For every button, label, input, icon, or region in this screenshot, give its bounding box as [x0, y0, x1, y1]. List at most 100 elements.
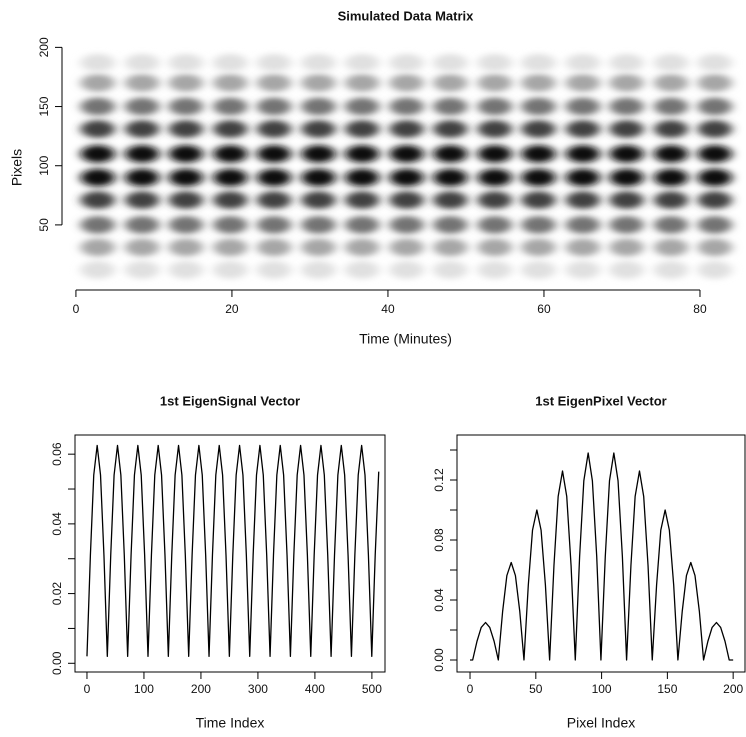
heat-cell: [389, 168, 424, 187]
heat-cell: [697, 216, 732, 234]
heat-cell: [433, 168, 468, 187]
y-tick-label: 0.12: [432, 468, 446, 492]
x-tick-label: 0: [73, 302, 80, 316]
heat-cell: [521, 238, 556, 257]
heat-cell: [125, 53, 160, 72]
x-tick-label: 50: [529, 682, 543, 696]
heat-cell: [345, 120, 380, 138]
heat-cell: [521, 191, 556, 209]
heat-cell: [653, 120, 689, 138]
x-tick-label: 0: [467, 682, 474, 696]
heat-cell: [80, 120, 115, 138]
y-tick-label: 150: [37, 96, 51, 116]
heat-cell: [389, 261, 424, 279]
heat-cell: [168, 168, 204, 187]
heat-cell: [389, 145, 424, 163]
heat-cell: [609, 216, 644, 234]
heat-cell: [80, 145, 115, 163]
heat-cell: [345, 238, 380, 257]
heat-cell: [256, 168, 292, 187]
heat-cell: [653, 191, 689, 209]
x-tick-label: 200: [723, 682, 743, 696]
heat-cell: [256, 97, 292, 116]
heat-cell: [653, 53, 689, 72]
heat-cell: [609, 168, 644, 187]
heat-cell: [389, 191, 424, 209]
heat-cell: [301, 238, 336, 257]
heat-cell: [301, 53, 336, 72]
line: [86, 444, 380, 657]
heat-cell: [565, 238, 601, 257]
heat-cell: [256, 238, 292, 257]
heat-cell: [213, 53, 248, 72]
heat-cell: [477, 238, 512, 257]
heat-cell: [565, 145, 601, 163]
heat-cell: [345, 216, 380, 234]
heat-cell: [521, 216, 556, 234]
heat-cell: [697, 191, 732, 209]
heat-cell: [168, 261, 204, 279]
heat-cell: [477, 120, 512, 138]
heat-cell: [653, 168, 689, 187]
heat-cell: [213, 238, 248, 257]
heat-cell: [80, 97, 115, 116]
heat-cell: [125, 238, 160, 257]
heat-cell: [213, 261, 248, 279]
heat-cell: [433, 191, 468, 209]
heat-cell: [168, 120, 204, 138]
heat-cell: [345, 261, 380, 279]
heat-cell: [301, 261, 336, 279]
heat-cell: [80, 261, 115, 279]
chart-title: 1st EigenSignal Vector: [160, 393, 300, 408]
x-tick-label: 40: [381, 302, 395, 316]
heat-cell: [477, 145, 512, 163]
heat-cell: [345, 53, 380, 72]
heat-cell: [168, 53, 204, 72]
x-tick-label: 300: [248, 682, 268, 696]
heat-cell: [697, 168, 732, 187]
heat-cell: [125, 73, 160, 92]
heat-cell: [389, 120, 424, 138]
heat-cell: [653, 261, 689, 279]
heat-cell: [168, 216, 204, 234]
heat-cell: [301, 191, 336, 209]
heat-cell: [125, 261, 160, 279]
heat-cell: [565, 216, 601, 234]
heat-cell: [521, 120, 556, 138]
heat-cell: [697, 261, 732, 279]
heat-cell: [80, 53, 115, 72]
y-tick-label: 0.06: [50, 442, 64, 466]
heat-cell: [256, 73, 292, 92]
heat-cell: [345, 168, 380, 187]
heat-cell: [477, 73, 512, 92]
x-tick-label: 0: [84, 682, 91, 696]
heat-cell: [345, 145, 380, 163]
heat-cell: [256, 261, 292, 279]
heat-cell: [653, 216, 689, 234]
heat-cell: [256, 191, 292, 209]
heat-cell: [433, 97, 468, 116]
heat-cell: [125, 97, 160, 116]
heat-cell: [301, 120, 336, 138]
x-axis-title: Time Index: [196, 715, 265, 731]
x-tick-label: 500: [362, 682, 382, 696]
heat-cell: [345, 97, 380, 116]
heat-cell: [609, 191, 644, 209]
heat-cell: [653, 73, 689, 92]
y-tick-label: 0.00: [432, 648, 446, 672]
heat-cell: [389, 53, 424, 72]
heat-cell: [653, 238, 689, 257]
heat-cell: [433, 261, 468, 279]
heat-cell: [80, 191, 115, 209]
heat-cell: [345, 191, 380, 209]
heat-cell: [213, 216, 248, 234]
heat-cell: [125, 120, 160, 138]
y-tick-label: 0.04: [50, 512, 64, 536]
heat-cell: [609, 97, 644, 116]
y-tick-label: 200: [37, 37, 51, 57]
heat-cell: [389, 216, 424, 234]
heat-cell: [433, 216, 468, 234]
heat-cell: [653, 97, 689, 116]
heat-cell: [389, 238, 424, 257]
